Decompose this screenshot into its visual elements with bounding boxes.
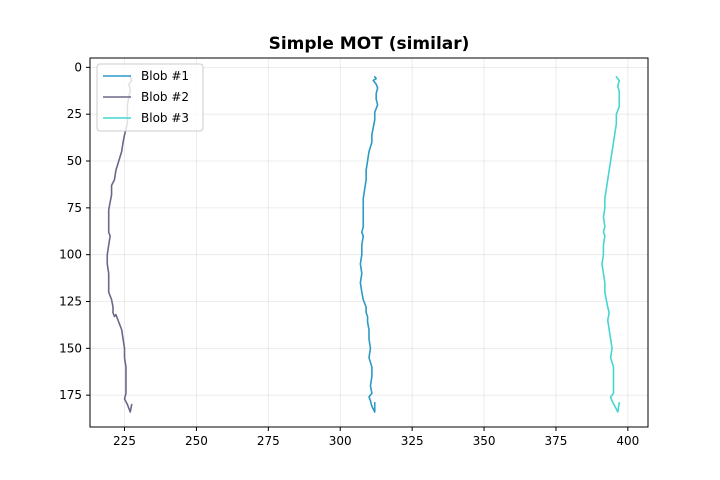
x-tick-label: 275: [257, 434, 280, 448]
series-line-blob-1: [359, 75, 379, 413]
x-tick-label: 375: [545, 434, 568, 448]
y-tick-label: 0: [74, 60, 82, 74]
x-tick-label: 350: [473, 434, 496, 448]
plot-frame: [89, 57, 649, 428]
y-tick-label: 25: [67, 107, 82, 121]
legend: Blob #1 Blob #2 Blob #3: [96, 63, 204, 132]
series-line-blob-3: [601, 75, 621, 413]
y-tick-label: 150: [59, 341, 82, 355]
y-tick-label: 50: [67, 154, 82, 168]
x-tick-label: 250: [185, 434, 208, 448]
legend-box: [96, 63, 204, 132]
legend-label-blob-2: Blob #2: [141, 90, 189, 104]
y-tick-label: 75: [67, 201, 82, 215]
y-tick-label: 175: [59, 388, 82, 402]
legend-label-blob-1: Blob #1: [141, 69, 189, 83]
x-tick-label: 400: [616, 434, 639, 448]
x-tick-label: 325: [401, 434, 424, 448]
x-tick-label: 300: [329, 434, 352, 448]
x-axis: 225 250 275 300 325 350 375 400: [113, 427, 639, 448]
x-tick-label: 225: [113, 434, 136, 448]
chart-title: Simple MOT (similar): [269, 34, 470, 54]
legend-label-blob-3: Blob #3: [141, 111, 189, 125]
y-tick-label: 125: [59, 295, 82, 309]
y-axis: 0 25 50 75 100 125 150 175: [59, 60, 90, 402]
y-tick-label: 100: [59, 248, 82, 262]
